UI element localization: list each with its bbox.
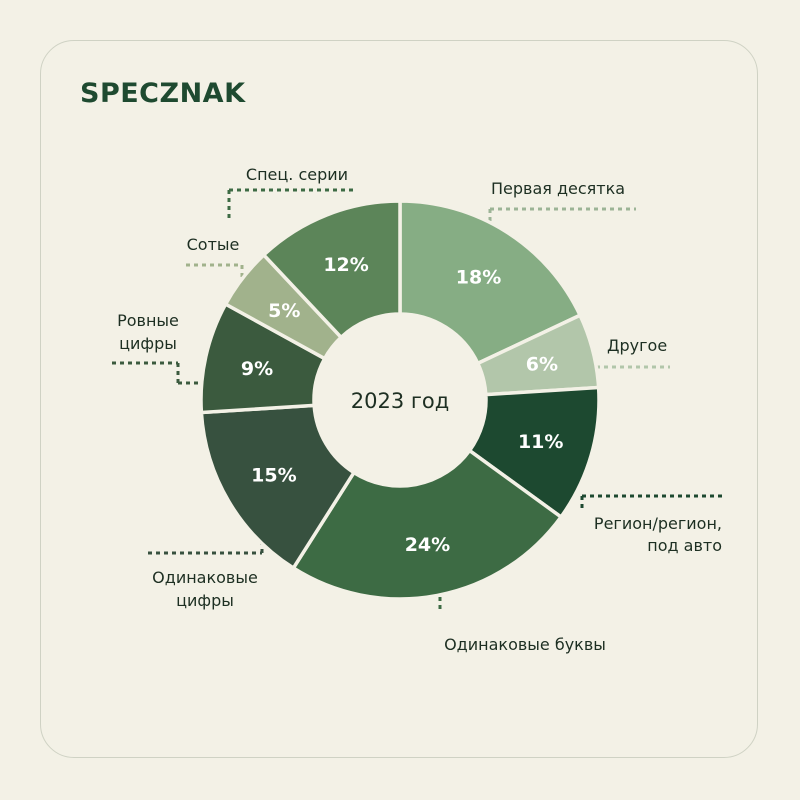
slice-same-digits [199,403,356,570]
slices [199,199,601,601]
callout-label-hundreds: Сотые [187,235,240,254]
callout-label-same-digits-1: Одинаковые [152,568,258,587]
slice-labels: 18% 6% 11% 24% 15% 9% 5% 12% [241,254,564,556]
callout-label-region-1: Регион/регион, [594,514,722,533]
slice-same-letters [291,448,563,601]
slice-value-region: 11% [518,431,563,453]
center-label: 2023 год [351,389,450,413]
slice-value-special-series: 12% [323,254,368,276]
callouts [112,188,722,612]
slice-special-series [262,199,402,340]
callout-label-same-letters: Одинаковые буквы [444,635,606,654]
callout-label-special-series: Спец. серии [246,165,348,184]
slice-value-hundreds: 5% [268,300,300,322]
callout-label-other: Другое [607,336,667,355]
callout-label-round-digits-2: цифры [119,334,177,353]
callout-label-top-ten: Первая десятка [491,179,625,198]
slice-value-same-letters: 24% [405,534,450,556]
chart-card [40,40,758,758]
callout-label-round-digits-1: Ровные [117,311,179,330]
slice-value-round-digits: 9% [241,358,273,380]
slice-value-same-digits: 15% [251,465,296,487]
slice-value-top-ten: 18% [456,266,501,288]
slice-top-ten [398,199,582,366]
callout-label-same-digits-2: цифры [176,591,234,610]
brand-logo: SPECZNAK [80,78,246,109]
callout-label-region-2: под авто [647,536,722,555]
slice-value-other: 6% [526,354,558,376]
callout-labels: Первая десятка Другое Регион/регион, под ав… [117,165,722,654]
